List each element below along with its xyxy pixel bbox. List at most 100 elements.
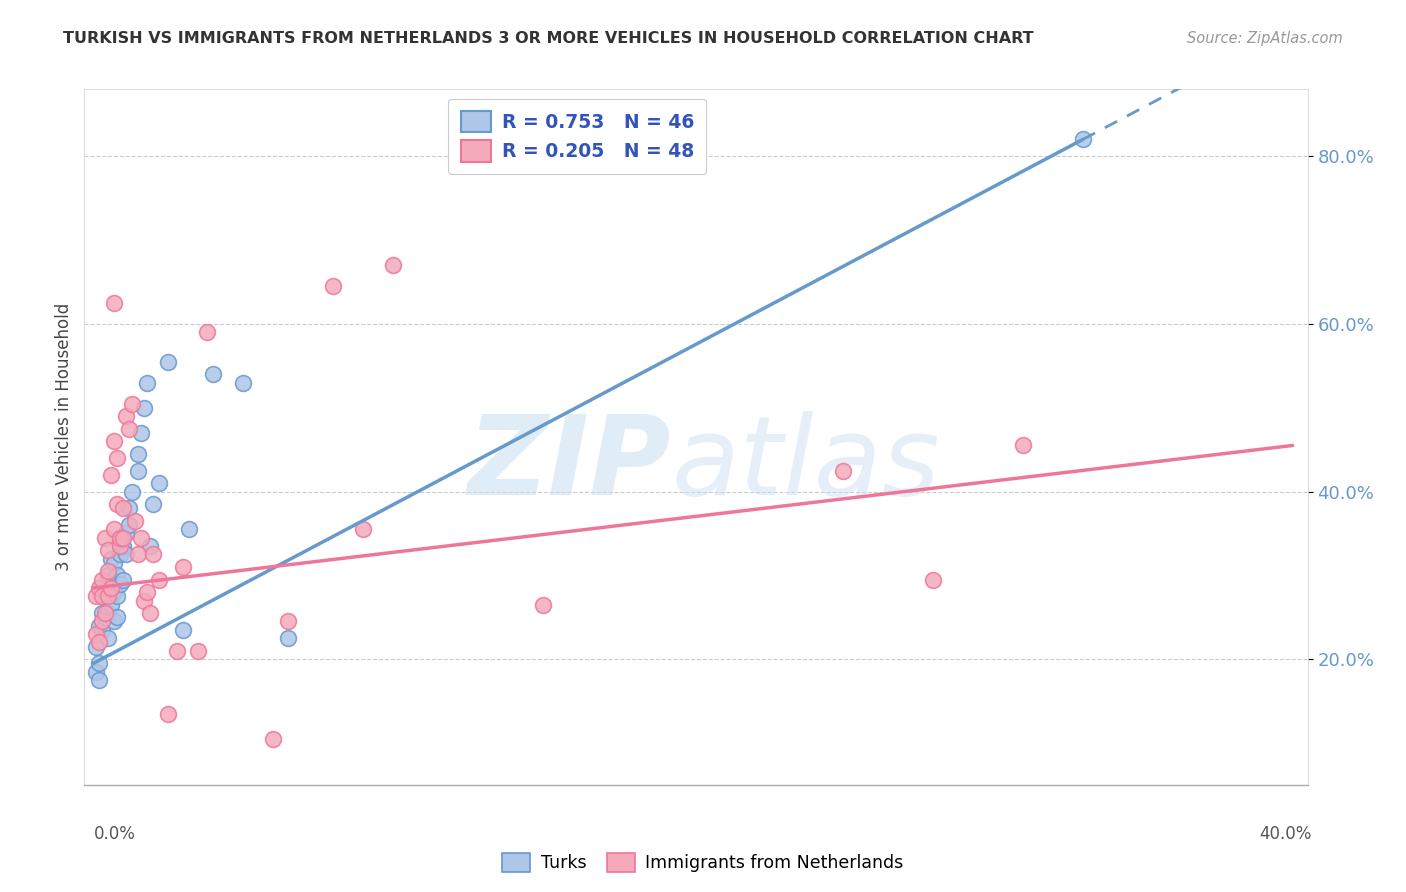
Point xyxy=(202,368,225,382)
Point xyxy=(112,531,135,545)
Point xyxy=(110,531,132,545)
Point xyxy=(97,543,120,558)
Point xyxy=(91,573,114,587)
Point xyxy=(232,376,254,390)
Point xyxy=(97,606,120,620)
Point xyxy=(86,665,108,679)
Point xyxy=(105,590,128,604)
Point xyxy=(121,484,143,499)
Point xyxy=(118,422,141,436)
Point xyxy=(115,526,138,541)
Point xyxy=(103,585,125,599)
Point xyxy=(89,618,111,632)
Point xyxy=(91,615,114,629)
Point xyxy=(110,576,132,591)
Point xyxy=(97,568,120,582)
Point xyxy=(831,464,853,478)
Point xyxy=(115,548,138,562)
Point xyxy=(127,548,149,562)
Point xyxy=(100,581,122,595)
Point xyxy=(148,476,170,491)
Point xyxy=(136,585,159,599)
Point xyxy=(531,598,554,612)
Point xyxy=(94,531,117,545)
Point xyxy=(91,590,114,604)
Point xyxy=(112,501,135,516)
Point xyxy=(179,522,201,536)
Point xyxy=(115,409,138,424)
Point xyxy=(89,635,111,649)
Point xyxy=(322,279,344,293)
Point xyxy=(112,573,135,587)
Point xyxy=(110,548,132,562)
Point xyxy=(86,627,108,641)
Legend: R = 0.753   N = 46, R = 0.205   N = 48: R = 0.753 N = 46, R = 0.205 N = 48 xyxy=(449,99,706,174)
Point xyxy=(97,590,120,604)
Point xyxy=(127,464,149,478)
Point xyxy=(134,401,156,415)
Text: 0.0%: 0.0% xyxy=(94,825,136,843)
Point xyxy=(105,497,128,511)
Point xyxy=(172,560,194,574)
Point xyxy=(97,632,120,646)
Point xyxy=(166,644,188,658)
Point xyxy=(131,425,153,440)
Point xyxy=(136,376,159,390)
Point xyxy=(157,354,180,368)
Point xyxy=(105,610,128,624)
Point xyxy=(277,615,299,629)
Point xyxy=(131,531,153,545)
Point xyxy=(100,598,122,612)
Point xyxy=(124,514,146,528)
Point xyxy=(157,706,180,721)
Point xyxy=(1011,438,1033,452)
Point xyxy=(921,573,943,587)
Point xyxy=(187,644,209,658)
Point xyxy=(91,623,114,637)
Point xyxy=(100,581,122,595)
Text: 40.0%: 40.0% xyxy=(1260,825,1312,843)
Point xyxy=(127,447,149,461)
Text: TURKISH VS IMMIGRANTS FROM NETHERLANDS 3 OR MORE VEHICLES IN HOUSEHOLD CORRELATI: TURKISH VS IMMIGRANTS FROM NETHERLANDS 3… xyxy=(63,31,1033,46)
Point xyxy=(105,450,128,465)
Point xyxy=(142,497,165,511)
Point xyxy=(94,606,117,620)
Point xyxy=(103,434,125,449)
Y-axis label: 3 or more Vehicles in Household: 3 or more Vehicles in Household xyxy=(55,303,73,571)
Point xyxy=(91,590,114,604)
Point xyxy=(103,296,125,310)
Text: Source: ZipAtlas.com: Source: ZipAtlas.com xyxy=(1187,31,1343,46)
Point xyxy=(1071,132,1094,146)
Point xyxy=(103,615,125,629)
Text: ZIP: ZIP xyxy=(468,411,672,518)
Point xyxy=(94,610,117,624)
Point xyxy=(277,632,299,646)
Point xyxy=(134,593,156,607)
Point xyxy=(103,522,125,536)
Point xyxy=(89,581,111,595)
Text: atlas: atlas xyxy=(672,411,941,518)
Point xyxy=(352,522,374,536)
Point xyxy=(105,568,128,582)
Point xyxy=(86,590,108,604)
Point xyxy=(89,657,111,671)
Point xyxy=(91,606,114,620)
Point xyxy=(121,396,143,410)
Point xyxy=(89,673,111,688)
Point xyxy=(97,564,120,578)
Point xyxy=(86,640,108,654)
Point xyxy=(195,326,218,340)
Point xyxy=(142,548,165,562)
Point xyxy=(148,573,170,587)
Point xyxy=(382,258,405,272)
Point xyxy=(139,606,162,620)
Point xyxy=(172,623,194,637)
Point xyxy=(100,467,122,482)
Point xyxy=(118,501,141,516)
Point xyxy=(262,731,284,746)
Point xyxy=(118,518,141,533)
Point xyxy=(94,581,117,595)
Point xyxy=(110,539,132,553)
Point xyxy=(100,551,122,566)
Point xyxy=(139,539,162,553)
